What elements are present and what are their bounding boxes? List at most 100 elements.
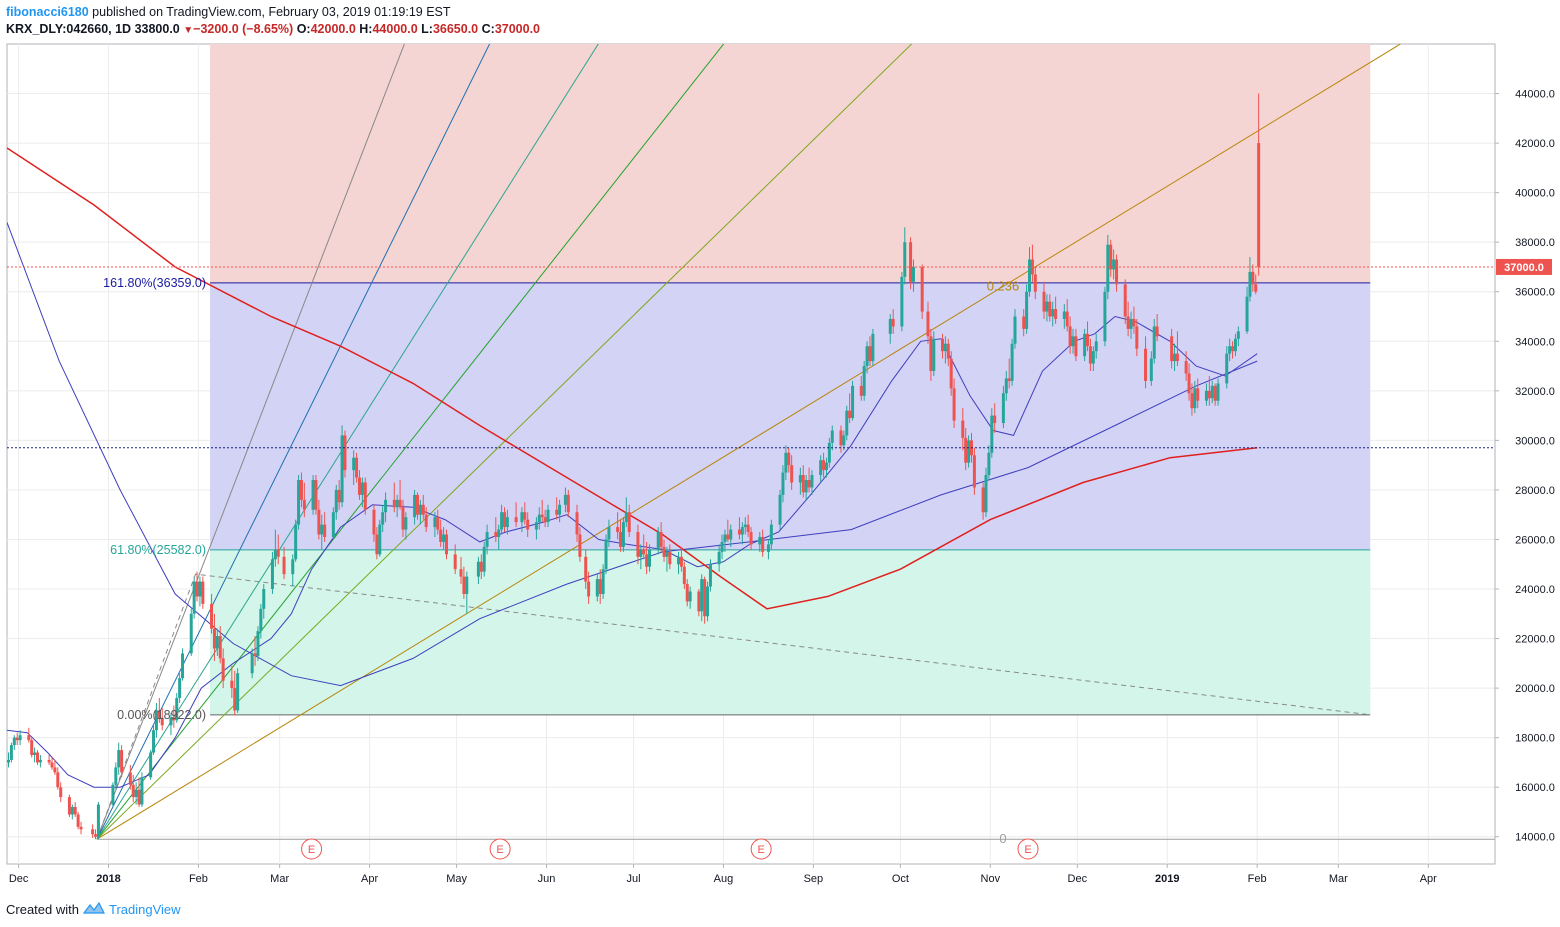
price-tick-label: 40000.0	[1515, 188, 1555, 200]
candle	[381, 504, 385, 533]
candle	[700, 574, 704, 622]
author-link[interactable]: fibonacci6180	[6, 5, 89, 19]
candle	[555, 497, 559, 520]
candle-body	[436, 517, 440, 530]
candle	[830, 425, 834, 451]
candle-body	[189, 613, 193, 654]
fib-fan-label: 0.236	[987, 278, 1020, 293]
candle	[357, 470, 361, 500]
candle-body	[871, 333, 875, 362]
tradingview-link[interactable]: TradingView	[108, 902, 181, 917]
candle	[943, 336, 947, 364]
candle	[117, 742, 121, 775]
candle	[189, 608, 193, 656]
earnings-marker: E	[1017, 838, 1039, 860]
candle	[18, 730, 22, 746]
candle-body	[291, 559, 295, 575]
candle	[1175, 331, 1179, 367]
candle-body	[401, 507, 405, 530]
candle	[1074, 328, 1078, 362]
candle-body	[781, 472, 785, 495]
candle	[1193, 380, 1197, 414]
candle-body	[598, 579, 602, 594]
earnings-label: E	[496, 844, 503, 856]
candle-body	[134, 789, 138, 798]
candle-body	[505, 517, 509, 528]
candle-body	[297, 480, 301, 525]
time-tick-label: Dec	[9, 873, 29, 885]
candle-body	[131, 784, 135, 798]
candle	[360, 477, 364, 508]
candle-body	[256, 631, 260, 656]
candle	[932, 331, 936, 376]
candle	[685, 579, 689, 607]
candle	[636, 524, 640, 565]
candle-body	[1210, 385, 1214, 399]
candle-body	[993, 415, 997, 424]
candle	[778, 489, 782, 530]
candle	[1051, 301, 1055, 327]
candle	[462, 566, 466, 599]
candle-body	[946, 343, 950, 359]
candle	[1103, 286, 1107, 347]
candle-body	[1149, 358, 1153, 381]
candle	[299, 472, 303, 508]
candle-body	[639, 549, 643, 557]
candle	[726, 519, 730, 542]
candle-body	[1010, 343, 1014, 381]
candle-body	[201, 581, 205, 604]
candle	[746, 514, 750, 537]
candle	[134, 782, 138, 805]
candle-body	[120, 750, 124, 773]
candle	[73, 802, 77, 817]
candle-body	[453, 554, 457, 570]
candle	[708, 559, 712, 592]
candle-body	[911, 266, 915, 282]
candle	[888, 314, 892, 344]
candle	[819, 455, 823, 483]
candle	[616, 512, 620, 540]
candle	[1190, 383, 1194, 416]
candle-body	[659, 532, 663, 547]
candle-body	[198, 581, 202, 597]
candle	[972, 447, 976, 495]
candle	[1068, 316, 1072, 354]
candle	[514, 502, 518, 528]
candle-body	[621, 522, 625, 547]
candle	[929, 328, 933, 381]
candle-body	[865, 346, 869, 367]
candle-body	[984, 475, 988, 513]
candle-body	[340, 435, 344, 503]
candle-body	[1083, 333, 1087, 357]
publish-line: fibonacci6180 published on TradingView.c…	[6, 4, 540, 21]
candle-body	[343, 435, 347, 471]
candle	[688, 586, 692, 609]
price-reference-lines	[7, 266, 1495, 449]
candle	[444, 529, 448, 560]
price-axis[interactable]: 44000.0 42000.0 40000.0 38000.0 36000.0 34000…	[1495, 89, 1555, 844]
fib-fan-label: 0	[999, 831, 1006, 846]
fib-extension-trend-line	[96, 573, 1371, 840]
candle	[824, 457, 828, 478]
last-price-label: 37000.0	[1496, 258, 1552, 275]
candle-body	[1248, 271, 1252, 297]
candle-body	[314, 480, 318, 510]
candle-body	[1068, 326, 1072, 347]
time-axis[interactable]: Dec 2018 Feb Mar Apr May Jun Jul Aug Sep Oct Nov Dec…	[9, 864, 1437, 885]
candle	[621, 517, 625, 552]
candle-body	[514, 517, 518, 523]
candle	[67, 794, 71, 817]
price-tick-label: 34000.0	[1515, 336, 1555, 348]
candle-body	[172, 717, 176, 721]
candle-body	[36, 752, 40, 763]
candle-body	[169, 717, 173, 726]
candle-body	[940, 338, 944, 352]
candle	[1088, 338, 1092, 372]
candle-body	[787, 452, 791, 466]
candle	[801, 465, 805, 498]
price-tick-label: 30000.0	[1515, 435, 1555, 447]
candle-body	[926, 311, 930, 337]
candle	[1042, 281, 1046, 319]
candle-body	[181, 653, 185, 679]
